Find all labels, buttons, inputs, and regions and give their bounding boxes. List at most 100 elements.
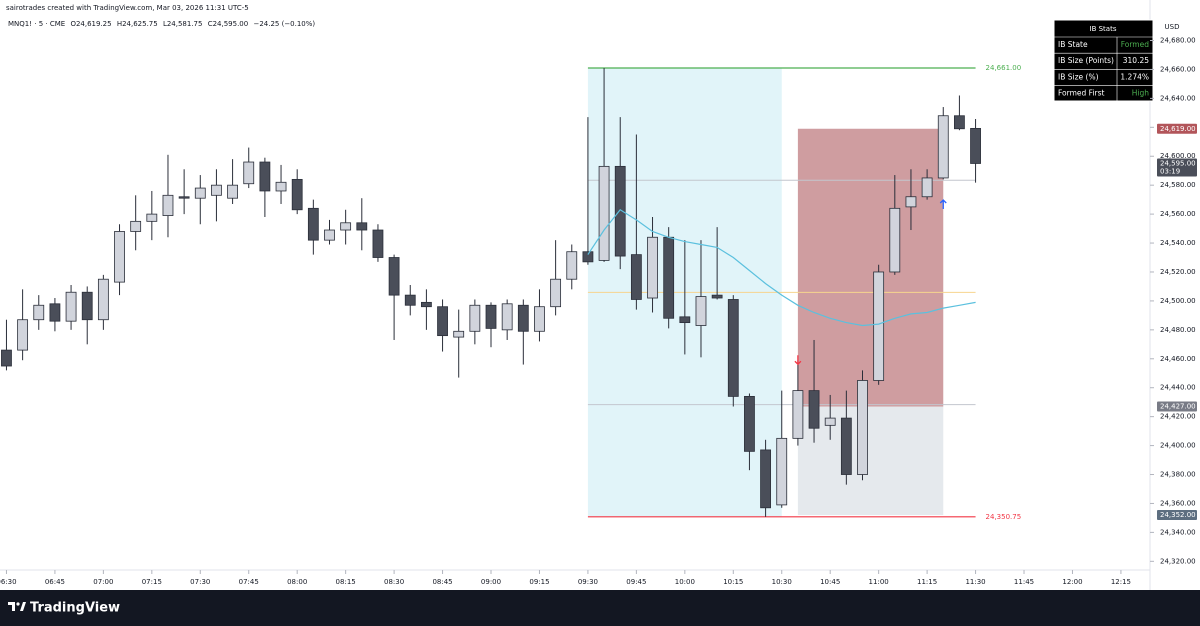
candle-body (808, 390, 820, 429)
candle-body (744, 395, 755, 452)
x-tick-label: 08:15 (336, 578, 356, 586)
candle-body (33, 304, 45, 321)
ohlc-high: H24,625.75 (117, 20, 158, 28)
price-tag (1157, 510, 1197, 521)
stat-name: IB Size (Points) (1058, 56, 1114, 65)
candle-body (760, 449, 771, 509)
candle-body (517, 304, 529, 332)
stat-value: 310.25 (1123, 56, 1149, 65)
candle-body (550, 278, 562, 308)
y-tick-label: 24,400.00 (1160, 442, 1196, 450)
x-tick-label: 08:00 (287, 578, 307, 586)
candle-body (146, 213, 158, 222)
candle-body (259, 161, 271, 192)
candle-body (97, 278, 109, 321)
x-tick-label: 06:45 (45, 578, 65, 586)
ib-stats-table: IB Stats IB State Formed IB Size (Points) 3… (1053, 19, 1154, 102)
x-tick-label: 11:00 (869, 578, 889, 586)
candle-body (647, 236, 658, 299)
candle-body (889, 207, 901, 273)
candle-body (340, 222, 352, 231)
candle-body (469, 304, 481, 332)
candle-body (534, 306, 545, 332)
candle-body (324, 229, 335, 241)
y-tick-label: 24,480.00 (1160, 326, 1196, 334)
candle-body (857, 380, 868, 475)
candle-body (65, 291, 77, 322)
position-target (797, 406, 944, 516)
candle-body (614, 165, 626, 257)
ib-high-label: 24,661.00 (986, 64, 1022, 72)
candle-body (970, 127, 981, 164)
x-tick-label: 07:30 (190, 578, 210, 586)
y-tick-label: 24,320.00 (1160, 557, 1196, 565)
footer (0, 590, 1200, 626)
candle-body (356, 222, 368, 231)
candle-body (162, 194, 174, 216)
x-tick-label: 09:15 (529, 578, 549, 586)
currency: USD (1165, 23, 1180, 31)
candle-body (372, 229, 384, 258)
x-tick-label: 12:15 (1111, 578, 1131, 586)
candle-body (194, 187, 206, 199)
stat-name: Formed First (1058, 89, 1104, 98)
x-tick-label: 11:15 (917, 578, 937, 586)
ema-line (587, 209, 976, 327)
candle-body (905, 196, 917, 208)
ib-low-label: 24,350.75 (986, 513, 1022, 521)
x-tick-label: 06:30 (0, 578, 17, 586)
stat-value: High (1132, 89, 1149, 98)
candle-body (582, 251, 594, 263)
y-tick-label: 24,420.00 (1160, 413, 1196, 421)
ohlc-close: C24,595.00 (208, 20, 249, 28)
candle-body (711, 294, 723, 299)
candle-body (937, 115, 949, 179)
price-tag-countdown: 03:19 (1160, 167, 1180, 175)
candle-body (130, 220, 142, 232)
x-tick-label: 09:00 (481, 578, 501, 586)
y-tick-label: 24,340.00 (1160, 528, 1196, 536)
candle-body (227, 184, 238, 199)
candle-body (501, 303, 513, 331)
x-tick-label: 10:30 (772, 578, 792, 586)
symbol: MNQ1! · 5 · CME (8, 20, 65, 28)
candle-body (485, 304, 497, 329)
candle-body (275, 181, 287, 192)
plot-area: 24,661.00 24,350.75 (1, 64, 1021, 521)
candle-body (388, 257, 400, 296)
x-tick-label: 10:45 (820, 578, 840, 586)
x-tick-label: 08:45 (432, 578, 452, 586)
signal-arrow (794, 355, 802, 366)
table-title: IB Stats (1090, 25, 1117, 33)
y-tick-label: 24,660.00 (1160, 65, 1196, 73)
x-tick-label: 12:00 (1062, 578, 1082, 586)
candle-body (49, 303, 61, 322)
candle-body (178, 196, 190, 199)
price-tag-label: 24,427.00 (1160, 403, 1196, 411)
x-tick-label: 10:15 (723, 578, 743, 586)
ohlc-low: L24,581.75 (163, 20, 203, 28)
x-tick-label: 11:30 (965, 578, 985, 586)
y-tick-label: 24,360.00 (1160, 499, 1196, 507)
ohlc-open: O24,619.25 (70, 20, 111, 28)
price-tag (1157, 123, 1197, 134)
credit: sairotrades created with TradingView.com… (6, 4, 249, 12)
candle-body (566, 251, 578, 280)
candle-body (291, 178, 303, 211)
price-tag (1157, 158, 1197, 177)
x-tick-label: 11:45 (1014, 578, 1034, 586)
legend-header: MNQ1! · 5 · CME O24,619.25 H24,625.75 L2… (8, 20, 315, 28)
table-bg (1053, 19, 1154, 102)
candle-body (17, 319, 29, 351)
y-tick-label: 24,680.00 (1160, 37, 1196, 45)
stat-name: IB Size (%) (1058, 72, 1099, 81)
price-tag (1157, 401, 1197, 412)
y-tick-label: 24,560.00 (1160, 210, 1196, 218)
candle-body (727, 299, 739, 397)
x-tick-label: 09:45 (626, 578, 646, 586)
stat-name: IB State (1058, 40, 1088, 49)
x-tick-label: 10:00 (675, 578, 695, 586)
candle-body (792, 390, 804, 439)
candle-body (307, 207, 319, 241)
